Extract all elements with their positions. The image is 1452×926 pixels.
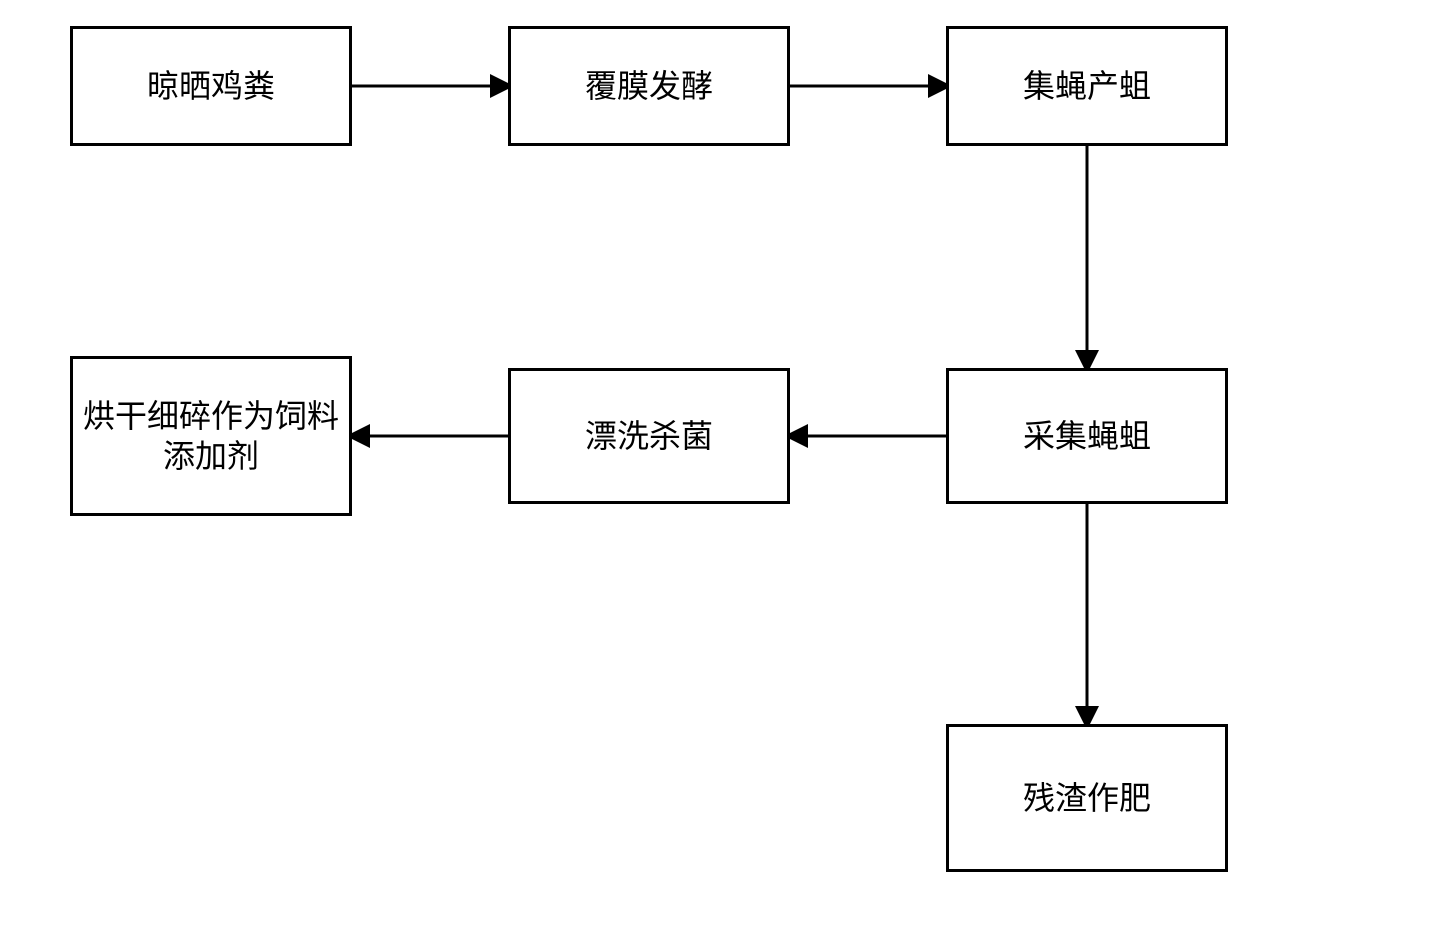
- flowchart-canvas: 晾晒鸡粪 覆膜发酵 集蝇产蛆采集蝇蛆 漂洗杀菌 烘干细碎作为饲料添加剂残渣作肥: [0, 0, 1452, 926]
- flowchart-node-n3: 集蝇产蛆: [946, 26, 1228, 146]
- flowchart-node-n6: 烘干细碎作为饲料添加剂: [70, 356, 352, 516]
- flowchart-node-n5: 漂洗杀菌: [508, 368, 790, 504]
- flowchart-node-n2: 覆膜发酵: [508, 26, 790, 146]
- flowchart-node-n1: 晾晒鸡粪: [70, 26, 352, 146]
- flowchart-node-n4: 采集蝇蛆: [946, 368, 1228, 504]
- flowchart-node-n7: 残渣作肥: [946, 724, 1228, 872]
